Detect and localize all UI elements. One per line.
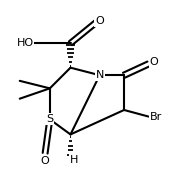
Text: O: O bbox=[149, 57, 158, 67]
Text: H: H bbox=[70, 155, 78, 165]
Text: S: S bbox=[46, 114, 53, 124]
Text: O: O bbox=[41, 156, 49, 166]
Text: HO: HO bbox=[16, 38, 34, 48]
Text: Br: Br bbox=[150, 111, 163, 122]
Text: N: N bbox=[96, 70, 104, 80]
Text: O: O bbox=[95, 16, 104, 26]
